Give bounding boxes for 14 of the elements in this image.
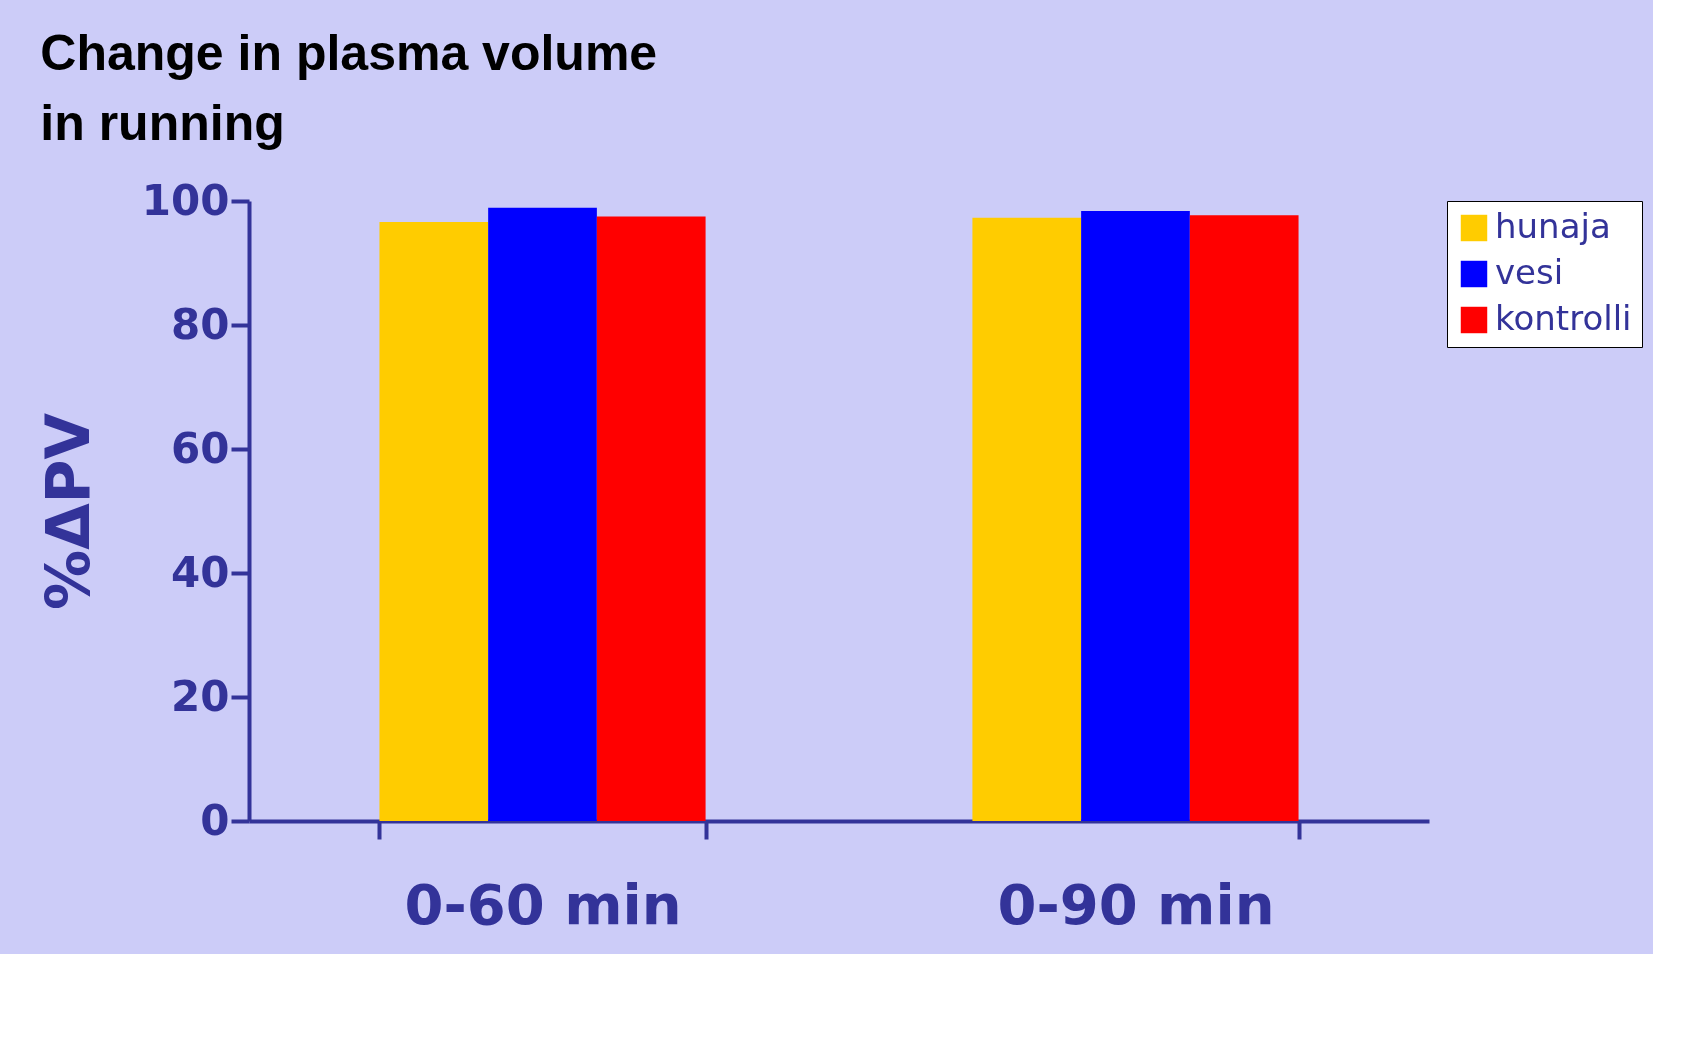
x-tick-label: 0-60 min — [404, 871, 682, 937]
y-axis-title: %ΔPV — [32, 412, 103, 610]
y-tick-label: 80 — [171, 299, 230, 349]
legend-label: kontrolli — [1495, 298, 1632, 338]
legend-label: vesi — [1495, 252, 1564, 292]
x-tick-label: 0-90 min — [997, 871, 1275, 937]
y-tick-label: 40 — [171, 547, 230, 597]
y-tick-label: 0 — [200, 795, 230, 845]
chart-subtitle: in running — [40, 95, 285, 151]
legend-label: hunaja — [1495, 206, 1611, 246]
y-tick-label: 60 — [171, 423, 230, 473]
chart-title: Change in plasma volume — [40, 25, 658, 81]
y-tick-label: 20 — [171, 671, 230, 721]
y-tick-label: 100 — [141, 175, 230, 225]
